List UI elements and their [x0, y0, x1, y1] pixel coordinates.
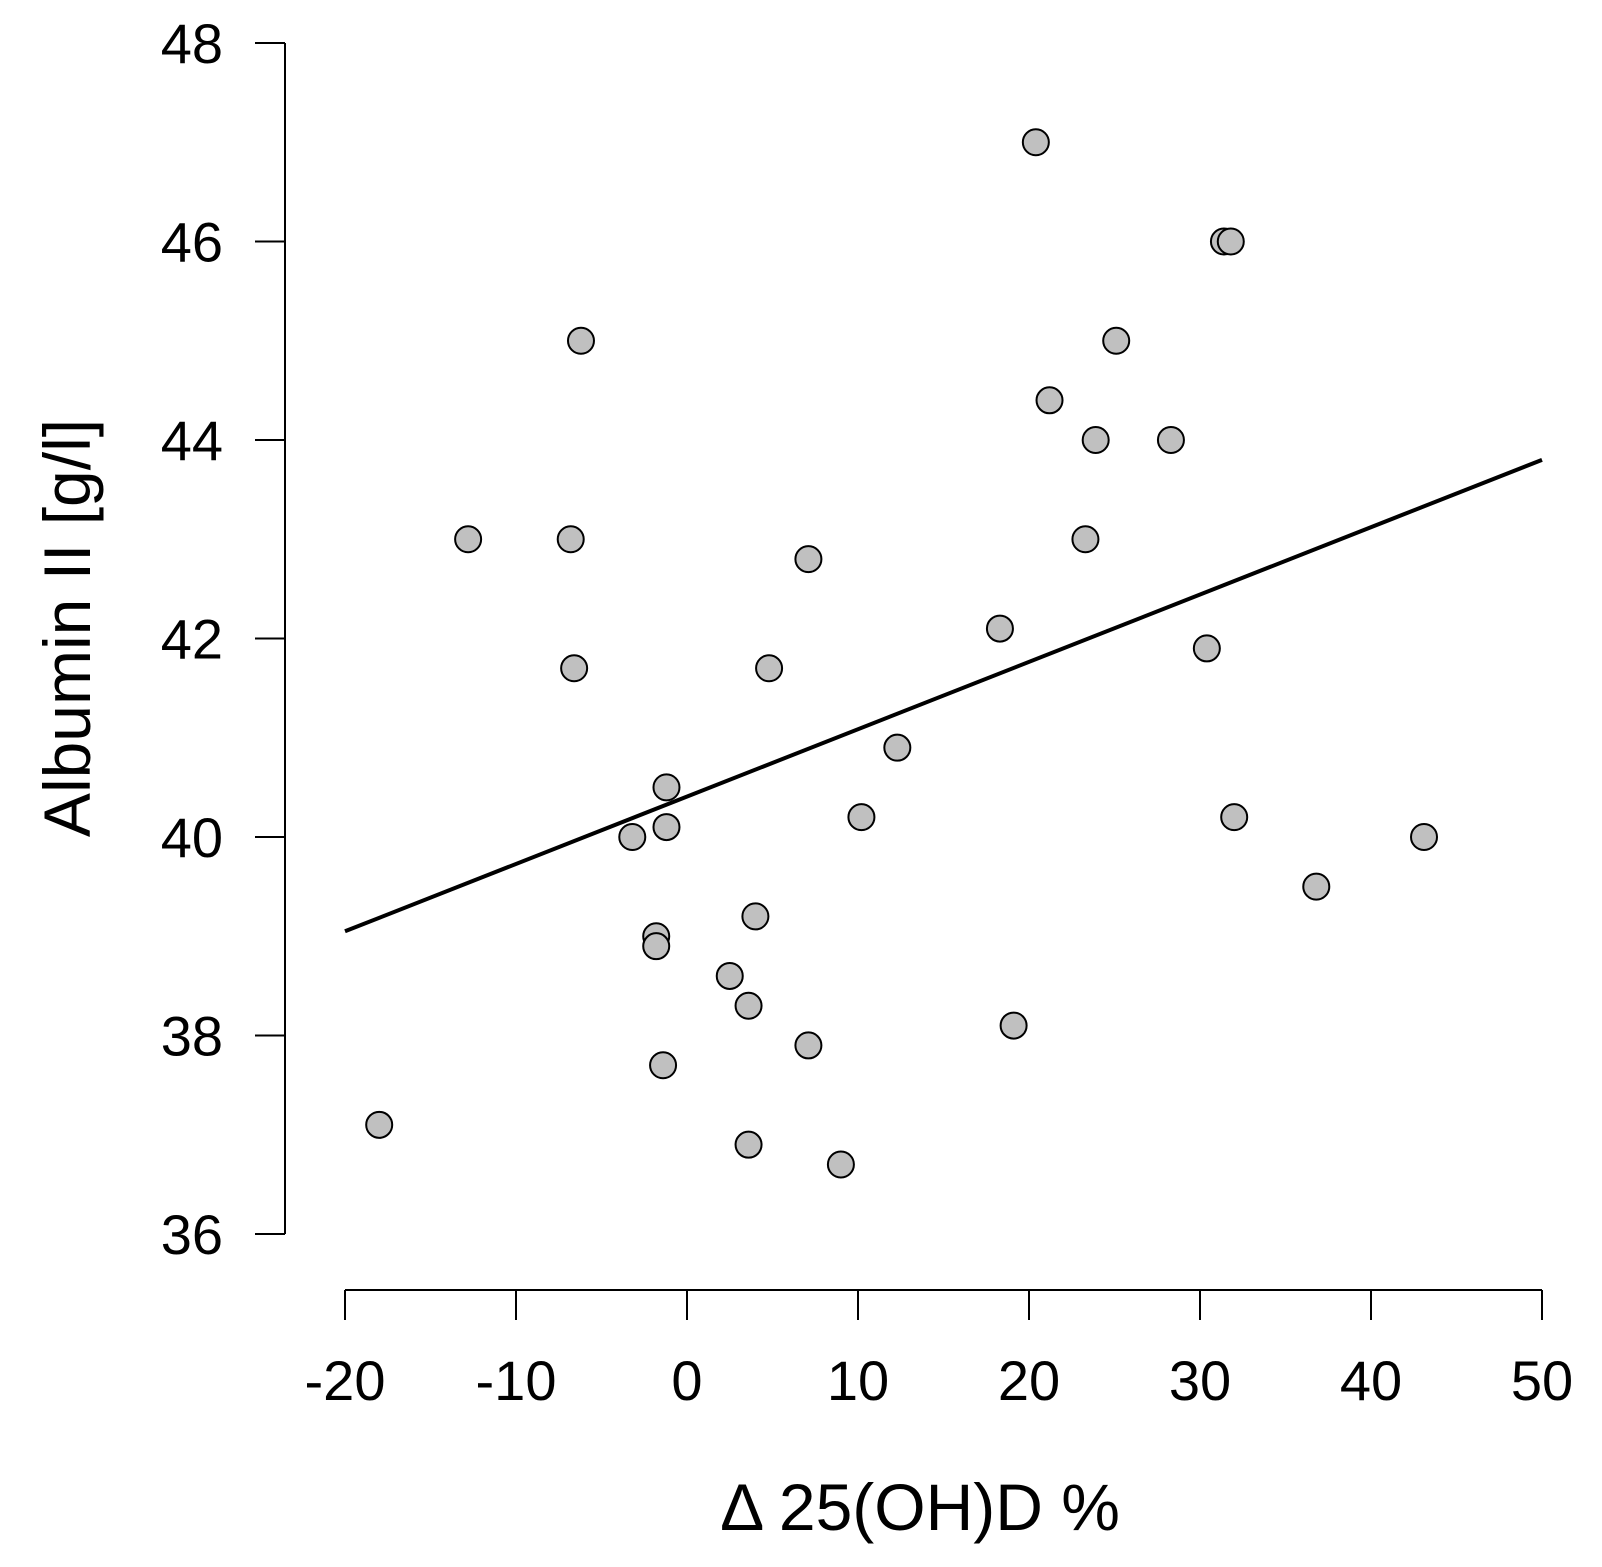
y-tick-label: 48: [161, 12, 223, 75]
data-point: [652, 813, 681, 842]
y-tick-label: 36: [161, 1203, 223, 1266]
x-tick-label: 40: [1340, 1349, 1402, 1412]
data-point: [1102, 326, 1131, 355]
y-tick-label: 42: [161, 608, 223, 671]
x-axis: -20 -10 0 10 20 30 40 50: [305, 1289, 1573, 1412]
y-axis: 36 38 40 42 44 46 48: [161, 12, 286, 1266]
data-point: [454, 525, 483, 554]
y-tick-label: 40: [161, 806, 223, 869]
data-point: [715, 961, 744, 990]
data-point: [556, 525, 585, 554]
data-point: [1192, 634, 1221, 663]
x-tick-label: 20: [998, 1349, 1060, 1412]
x-tick-label: 30: [1169, 1349, 1231, 1412]
data-point: [734, 1130, 763, 1159]
data-point: [1071, 525, 1100, 554]
x-tick-label: 50: [1511, 1349, 1573, 1412]
x-tick-label: 10: [827, 1349, 889, 1412]
x-tick-label: -20: [305, 1349, 386, 1412]
x-tick-label: -10: [476, 1349, 557, 1412]
y-tick-label: 38: [161, 1005, 223, 1068]
data-point: [642, 932, 671, 961]
data-point: [649, 1051, 678, 1080]
data-point: [847, 803, 876, 832]
data-point: [999, 1011, 1028, 1040]
data-point: [734, 991, 763, 1020]
data-point: [883, 733, 912, 762]
data-point: [1081, 426, 1110, 454]
data-point: [1156, 426, 1185, 454]
trendline-layer: [344, 457, 1543, 934]
data-point: [1410, 823, 1439, 851]
data-point: [652, 773, 681, 802]
data-point: [826, 1150, 855, 1179]
points-layer: [365, 128, 1439, 1179]
x-tick-label: 0: [671, 1349, 702, 1412]
data-point: [1021, 128, 1050, 157]
data-point: [1220, 803, 1249, 832]
data-point: [1216, 227, 1245, 256]
data-point: [985, 614, 1014, 643]
y-tick-label: 46: [161, 211, 223, 274]
x-axis-title: Δ 25(OH)D %: [720, 1470, 1120, 1544]
data-point: [794, 1031, 823, 1060]
data-point: [1302, 872, 1331, 901]
data-point: [566, 326, 595, 355]
data-point: [560, 654, 589, 683]
y-axis-title: Albumin II [g/l]: [30, 419, 104, 837]
y-tick-label: 44: [161, 409, 223, 472]
regression-line: [344, 457, 1543, 934]
data-point: [618, 823, 647, 851]
data-point: [755, 654, 784, 683]
data-point: [741, 902, 770, 931]
data-point: [1035, 386, 1064, 415]
data-point: [794, 545, 823, 574]
data-point: [365, 1110, 394, 1139]
